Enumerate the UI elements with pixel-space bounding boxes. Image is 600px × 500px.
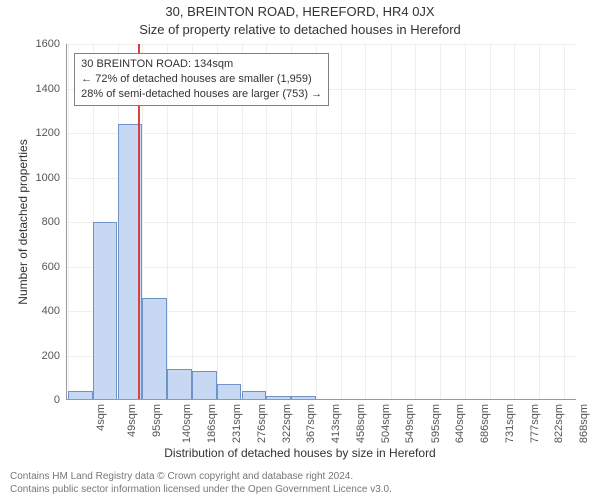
x-tick-label: 868sqm [579,404,591,443]
x-tick-label: 95sqm [151,404,163,437]
x-tick-label: 822sqm [554,404,566,443]
plot-area: 020040060080010001200140016004sqm49sqm95… [66,44,576,400]
bar [142,298,167,400]
x-tick-label: 276sqm [256,404,268,443]
gridline-v [514,44,515,400]
annotation-line: 28% of semi-detached houses are larger (… [81,87,322,102]
gridline-v [415,44,416,400]
chart-container: 30, BREINTON ROAD, HEREFORD, HR4 0JX Siz… [0,0,600,500]
x-tick-label: 140sqm [182,404,194,443]
x-tick-label: 4sqm [95,404,107,431]
gridline-v [490,44,491,400]
x-tick-label: 413sqm [330,404,342,443]
x-axis-label: Distribution of detached houses by size … [0,446,600,460]
bar [192,371,217,400]
y-axis-line [66,44,67,400]
y-tick-label: 0 [54,394,66,406]
x-tick-label: 777sqm [529,404,541,443]
bar [167,369,192,400]
y-tick-label: 1400 [36,83,66,95]
x-axis-line [66,399,576,400]
x-tick-label: 595sqm [430,404,442,443]
x-tick-label: 549sqm [405,404,417,443]
y-tick-label: 1600 [36,38,66,50]
x-tick-label: 504sqm [380,404,392,443]
gridline-v [465,44,466,400]
gridline-v [539,44,540,400]
annotation-line: ← 72% of detached houses are smaller (1,… [81,72,322,87]
gridline-v [564,44,565,400]
y-tick-label: 200 [42,350,66,362]
y-tick-label: 1200 [36,127,66,139]
title-line-1: 30, BREINTON ROAD, HEREFORD, HR4 0JX [0,4,600,19]
gridline-v [365,44,366,400]
x-tick-label: 186sqm [207,404,219,443]
x-tick-label: 322sqm [281,404,293,443]
annotation-box: 30 BREINTON ROAD: 134sqm← 72% of detache… [74,53,329,107]
y-tick-label: 400 [42,305,66,317]
footer-line-1: Contains HM Land Registry data © Crown c… [10,471,590,484]
gridline-v [68,44,69,400]
attribution-footer: Contains HM Land Registry data © Crown c… [10,471,590,496]
gridline-v [440,44,441,400]
y-axis-label: Number of detached properties [16,139,30,304]
gridline-v [391,44,392,400]
gridline-v [341,44,342,400]
x-tick-label: 686sqm [479,404,491,443]
y-tick-label: 600 [42,261,66,273]
x-tick-label: 49sqm [126,404,138,437]
annotation-line: 30 BREINTON ROAD: 134sqm [81,57,322,72]
x-tick-label: 458sqm [355,404,367,443]
y-tick-label: 1000 [36,172,66,184]
bar [93,222,118,400]
y-tick-label: 800 [42,216,66,228]
x-tick-label: 231sqm [231,404,243,443]
x-tick-label: 640sqm [454,404,466,443]
y-axis-label-container: Number of detached properties [16,44,30,400]
x-tick-label: 367sqm [305,404,317,443]
footer-line-2: Contains public sector information licen… [10,484,590,497]
x-tick-label: 731sqm [504,404,516,443]
bar [217,384,242,400]
title-line-2: Size of property relative to detached ho… [0,22,600,37]
